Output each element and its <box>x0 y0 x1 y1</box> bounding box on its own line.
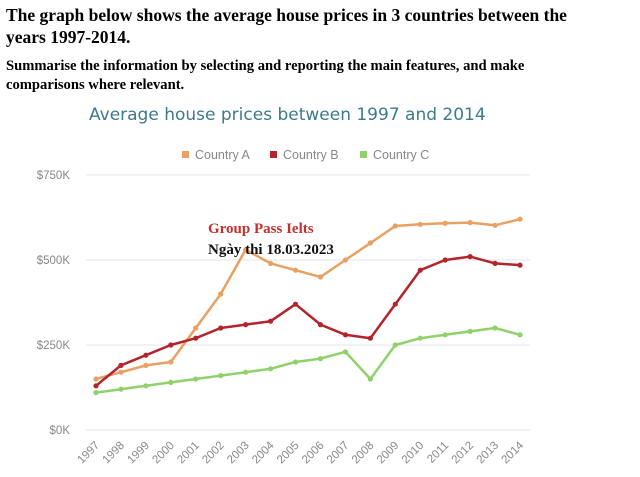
data-point-country-c <box>243 369 249 375</box>
x-tick-label: 2006 <box>300 440 327 467</box>
data-point-country-b <box>118 362 124 368</box>
data-point-country-b <box>292 301 299 307</box>
data-point-country-c <box>467 328 473 334</box>
data-point-country-a <box>442 220 448 226</box>
x-tick-label: 2000 <box>150 440 177 467</box>
series-line-country-a <box>95 217 521 381</box>
data-point-country-c <box>317 356 324 362</box>
data-point-country-a <box>118 369 124 375</box>
chart-grid <box>86 174 530 431</box>
x-tick-label: 1998 <box>100 440 127 467</box>
legend-label-country-c: Country C <box>373 148 429 162</box>
x-tick-label: 1997 <box>76 440 103 467</box>
data-point-country-c <box>342 349 349 355</box>
y-axis-ticks: $0K $250K $500K $750K <box>37 170 71 437</box>
x-tick-label: 2010 <box>400 440 427 467</box>
series-line-country-c <box>95 326 521 394</box>
data-point-country-b <box>517 262 523 268</box>
data-point-country-c <box>392 342 398 348</box>
y-tick-label: $0K <box>50 425 71 437</box>
data-point-country-b <box>243 322 249 328</box>
x-axis-ticks: 1997199819992000200120022003200420052006… <box>76 439 527 466</box>
data-point-country-a <box>317 274 324 280</box>
data-point-country-a <box>143 362 149 368</box>
data-point-country-b <box>93 383 99 389</box>
chart-title: Average house prices between 1997 and 20… <box>89 105 486 125</box>
data-point-country-a <box>492 222 498 228</box>
y-tick-label: $500K <box>37 255 71 267</box>
x-tick-label: 2003 <box>225 440 252 467</box>
x-tick-label: 2007 <box>325 440 352 467</box>
y-tick-label: $750K <box>37 170 71 182</box>
chart-legend: Country A Country B Country C <box>182 148 429 162</box>
x-tick-label: 2001 <box>175 440 202 467</box>
data-point-country-a <box>168 359 174 365</box>
data-point-country-b <box>367 335 373 341</box>
data-point-country-b <box>342 332 349 338</box>
data-point-country-b <box>193 335 199 341</box>
legend-label-country-b: Country B <box>283 148 339 162</box>
x-tick-label: 2011 <box>425 440 451 466</box>
prompt-line-2: years 1997-2014. <box>6 27 131 47</box>
x-tick-label: 2008 <box>350 440 377 467</box>
data-point-country-c <box>168 379 174 385</box>
data-point-country-a <box>193 325 199 331</box>
data-point-country-a <box>218 291 224 297</box>
data-point-country-c <box>517 332 523 338</box>
data-point-country-c <box>367 376 373 382</box>
data-point-country-a <box>517 216 523 222</box>
legend-swatch-country-b <box>270 151 277 158</box>
data-point-country-b <box>218 325 224 331</box>
watermark-exam-date: Ngày thi 18.03.2023 <box>208 242 334 258</box>
data-point-country-b <box>168 342 174 348</box>
data-point-country-c <box>218 373 224 379</box>
legend-label-country-a: Country A <box>195 148 251 162</box>
data-point-country-b <box>492 260 498 266</box>
data-point-country-a <box>292 267 299 273</box>
data-point-country-a <box>243 247 249 253</box>
legend-swatch-country-c <box>360 151 367 158</box>
data-point-country-b <box>317 322 324 328</box>
data-point-country-a <box>342 257 349 263</box>
data-point-country-c <box>417 335 423 341</box>
data-point-country-c <box>492 325 498 331</box>
data-point-country-c <box>267 366 274 372</box>
data-point-country-a <box>367 240 373 246</box>
data-point-country-a <box>93 376 99 382</box>
data-point-country-c <box>193 376 199 382</box>
legend-swatch-country-a <box>182 151 189 158</box>
data-point-country-a <box>392 223 398 229</box>
data-point-country-b <box>143 352 149 358</box>
data-point-country-c <box>93 390 99 396</box>
watermark-group-name: Group Pass Ielts <box>208 221 314 237</box>
data-point-country-a <box>467 220 473 226</box>
x-tick-label: 2013 <box>475 440 502 467</box>
x-tick-label: 2012 <box>450 440 477 467</box>
prompt-line-3: Summarise the information by selecting a… <box>6 58 525 74</box>
chart-series <box>93 216 523 396</box>
y-tick-label: $250K <box>37 340 71 352</box>
data-point-country-c <box>442 332 448 338</box>
data-point-country-b <box>467 254 473 260</box>
data-point-country-b <box>442 257 448 263</box>
x-tick-label: 2002 <box>200 440 227 467</box>
prompt-line-4: comparisons where relevant. <box>6 77 185 93</box>
data-point-country-a <box>267 260 274 266</box>
data-point-country-c <box>143 383 149 389</box>
data-point-country-a <box>417 221 423 227</box>
data-point-country-b <box>267 318 274 324</box>
x-tick-label: 2014 <box>500 439 527 466</box>
data-point-country-c <box>118 386 124 392</box>
x-tick-label: 1999 <box>125 440 152 467</box>
x-tick-label: 2004 <box>250 439 277 466</box>
x-tick-label: 2005 <box>275 440 302 467</box>
series-line-country-b <box>95 255 521 387</box>
x-tick-label: 2009 <box>375 440 402 467</box>
data-point-country-c <box>292 359 299 365</box>
data-point-country-b <box>392 301 398 307</box>
prompt-line-1: The graph below shows the average house … <box>6 5 567 25</box>
data-point-country-b <box>417 267 423 273</box>
